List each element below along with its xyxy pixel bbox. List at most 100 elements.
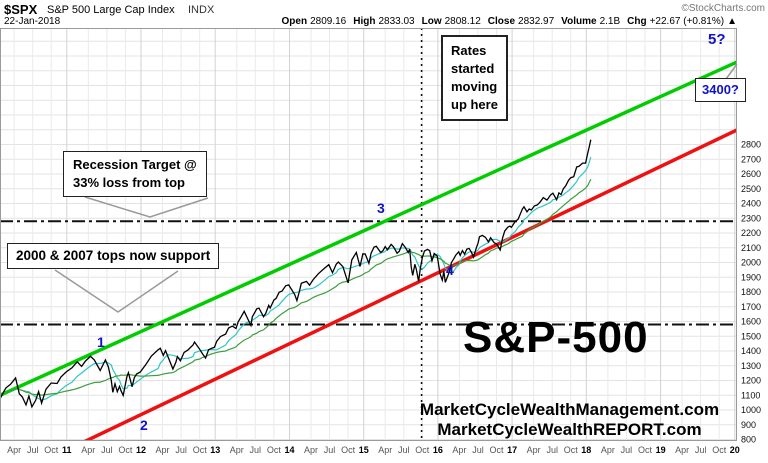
svg-text:2800: 2800	[741, 140, 761, 150]
svg-text:13: 13	[210, 445, 220, 455]
svg-text:2200: 2200	[741, 228, 761, 238]
recession-target-line: Recession Target @	[73, 157, 197, 172]
svg-text:Apr: Apr	[378, 445, 392, 455]
svg-text:Oct: Oct	[564, 445, 579, 455]
wave-5-label: 5?	[708, 31, 726, 48]
close-label: Close	[487, 16, 516, 27]
volume-value: 2.1B	[599, 16, 621, 27]
rates-annotation-line: Rates	[451, 43, 487, 58]
up-arrow-icon: ▲	[727, 16, 737, 27]
svg-text:14: 14	[284, 445, 294, 455]
index-watermark-title: S&P-500	[463, 313, 649, 362]
svg-text:19: 19	[656, 445, 666, 455]
svg-text:Oct: Oct	[712, 445, 727, 455]
svg-text:Apr: Apr	[527, 445, 541, 455]
svg-text:11: 11	[62, 445, 72, 455]
ticker-symbol: $SPX	[4, 2, 38, 17]
wave-3-label: 3	[377, 200, 385, 216]
svg-text:Jul: Jul	[175, 445, 187, 455]
recession-target-box: Recession Target @ 33% loss from top	[63, 151, 207, 197]
svg-text:2400: 2400	[741, 199, 761, 209]
site-credit-management: MarketCycleWealthManagement.com	[419, 400, 720, 419]
low-label: Low	[421, 16, 442, 27]
svg-text:Oct: Oct	[44, 445, 59, 455]
svg-text:800: 800	[741, 435, 756, 445]
svg-text:Jul: Jul	[27, 445, 39, 455]
svg-text:Jul: Jul	[546, 445, 558, 455]
svg-text:18: 18	[581, 445, 591, 455]
svg-text:900: 900	[741, 420, 756, 430]
rates-annotation-line: started	[451, 61, 495, 76]
rates-annotation-line: up here	[451, 97, 498, 112]
svg-text:1400: 1400	[741, 346, 761, 356]
svg-text:Jul: Jul	[324, 445, 336, 455]
svg-text:1600: 1600	[741, 317, 761, 327]
high-value: 2833.03	[378, 16, 415, 27]
svg-text:2500: 2500	[741, 184, 761, 194]
svg-text:Apr: Apr	[7, 445, 21, 455]
exchange-label: INDX	[188, 4, 215, 16]
svg-text:1900: 1900	[741, 272, 761, 282]
svg-text:2600: 2600	[741, 169, 761, 179]
svg-text:1800: 1800	[741, 287, 761, 297]
open-value: 2809.16	[310, 16, 347, 27]
svg-text:Jul: Jul	[398, 445, 410, 455]
svg-text:Oct: Oct	[193, 445, 208, 455]
svg-text:Jul: Jul	[250, 445, 262, 455]
svg-text:1300: 1300	[741, 361, 761, 371]
ohlc-quote-bar: Open 2809.16 High 2833.03 Low 2808.12 Close 283…	[275, 16, 737, 27]
site-credits: MarketCycleWealthManagement.com MarketCy…	[412, 400, 727, 440]
svg-text:15: 15	[359, 445, 369, 455]
wave-1-label: 1	[97, 334, 105, 350]
open-label: Open	[281, 16, 308, 27]
svg-text:2000: 2000	[741, 258, 761, 268]
svg-text:Oct: Oct	[489, 445, 504, 455]
low-value: 2808.12	[444, 16, 481, 27]
recession-target-line: 33% loss from top	[73, 175, 185, 190]
svg-text:17: 17	[507, 445, 517, 455]
tops-support-box: 2000 & 2007 tops now support	[7, 243, 220, 269]
svg-text:16: 16	[433, 445, 443, 455]
svg-text:Oct: Oct	[638, 445, 653, 455]
price-target-box: 3400?	[695, 78, 746, 102]
close-value: 2832.97	[518, 16, 555, 27]
svg-text:Apr: Apr	[304, 445, 318, 455]
svg-text:Apr: Apr	[230, 445, 244, 455]
svg-text:1200: 1200	[741, 376, 761, 386]
svg-text:2100: 2100	[741, 243, 761, 253]
svg-text:1000: 1000	[741, 405, 761, 415]
wave-2-label: 2	[140, 417, 148, 433]
svg-text:20: 20	[730, 445, 740, 455]
svg-text:Oct: Oct	[118, 445, 133, 455]
svg-text:1700: 1700	[741, 302, 761, 312]
rates-annotation-box: Rates started moving up here	[441, 35, 508, 121]
volume-label: Volume	[561, 16, 597, 27]
high-label: High	[353, 16, 376, 27]
site-credit-report: MarketCycleWealthREPORT.com	[437, 420, 702, 439]
tops-support-text: 2000 & 2007 tops now support	[16, 248, 211, 263]
svg-text:2700: 2700	[741, 154, 761, 164]
svg-text:Jul: Jul	[101, 445, 113, 455]
price-target-text: 3400?	[702, 82, 739, 97]
svg-text:2300: 2300	[741, 213, 761, 223]
svg-text:Apr: Apr	[155, 445, 169, 455]
svg-text:Apr: Apr	[675, 445, 689, 455]
svg-text:Apr: Apr	[601, 445, 615, 455]
chart-date: 22-Jan-2018	[4, 16, 61, 27]
index-name: S&P 500 Large Cap Index	[47, 4, 175, 16]
svg-text:1500: 1500	[741, 331, 761, 341]
svg-text:Oct: Oct	[267, 445, 282, 455]
svg-text:Apr: Apr	[452, 445, 466, 455]
chg-label: Chg	[627, 16, 647, 27]
svg-text:Oct: Oct	[341, 445, 356, 455]
stockcharts-credit: ©StockCharts.com	[681, 3, 765, 14]
rates-annotation-line: moving	[451, 79, 498, 94]
svg-text:Jul: Jul	[621, 445, 633, 455]
wave-4-label: 4	[446, 262, 454, 278]
svg-text:Jul: Jul	[695, 445, 707, 455]
chg-value: +22.67 (+0.81%)	[649, 16, 725, 27]
svg-text:Apr: Apr	[81, 445, 95, 455]
svg-text:Jul: Jul	[472, 445, 484, 455]
